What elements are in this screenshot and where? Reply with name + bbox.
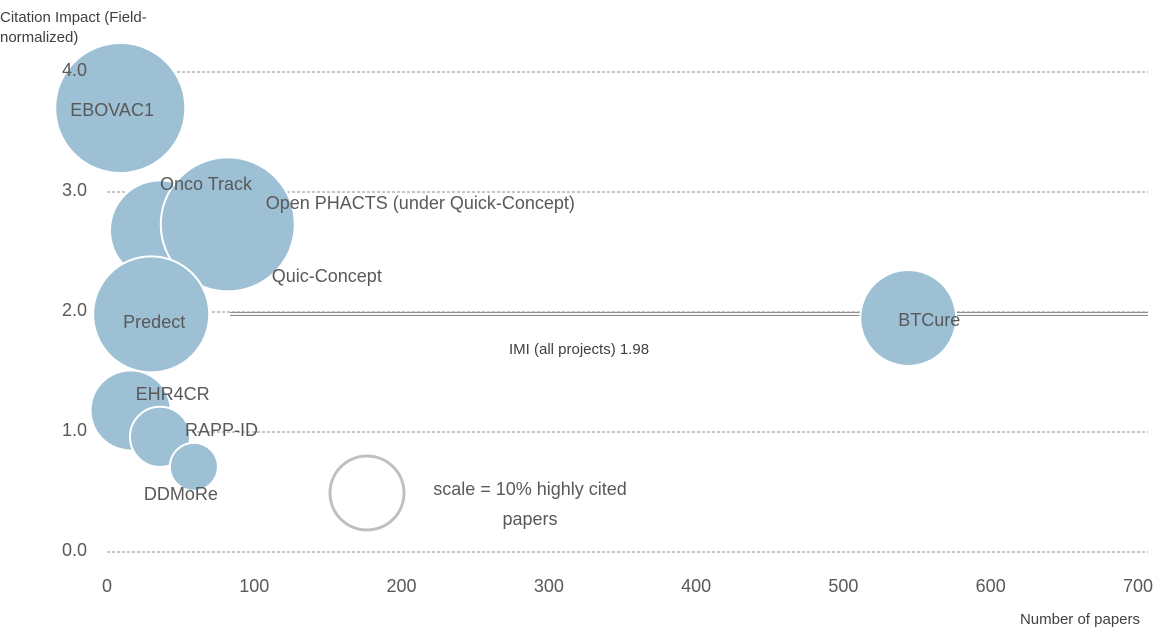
x-tick-label: 200 [386,576,417,596]
y-tick-label: 1.0 [61,420,87,440]
y-tick-label: 3.0 [61,180,87,200]
bubble [54,41,187,175]
x-axis-title: Number of papers [1019,611,1140,628]
x-tick-label: 600 [975,576,1006,596]
bubble [159,156,296,293]
x-tick-label: 500 [828,576,859,596]
reference-label: IMI (all projects) 1.98 [509,341,650,359]
bubble-label: EHR4CR [135,384,210,405]
x-tick-label: 700 [1122,576,1154,596]
y-tick-label: 4.0 [61,60,87,80]
bubble [168,441,219,492]
x-tick-label: 100 [239,576,270,596]
bubble-label: Predect [123,312,186,333]
bubble-label: EBOVAC1 [70,100,154,120]
bubble-label: Onco Track [160,174,253,195]
bubble-label: RAPP-ID [185,419,259,440]
y-axis-title: Citation Impact (Field-normalized) [0,9,147,46]
annotation: Quic-Concept [271,266,382,287]
bubble-label: DDMoRe [143,483,218,504]
size-legend-circle [328,454,406,532]
y-tick-label: 2.0 [61,300,87,320]
bubble [859,269,958,367]
size-legend-label: scale = 10% highly cited papers [433,479,627,529]
bubble-label: BTCure [898,310,961,330]
y-tick-label: 0.0 [61,540,87,560]
bubble [92,255,211,374]
x-tick-label: 0 [101,576,112,596]
x-tick-label: 400 [681,576,712,596]
bubble-label: Open PHACTS (under Quick-Concept) [265,193,575,214]
x-tick-label: 300 [533,576,564,596]
